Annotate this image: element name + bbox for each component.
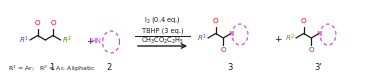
Text: O: O [308,48,314,54]
Text: $R^2$: $R^2$ [62,34,72,46]
Text: 3’: 3’ [314,63,322,72]
Text: CH$_3$CO$_2$C$_2$H$_5$: CH$_3$CO$_2$C$_2$H$_5$ [141,36,184,46]
Text: 3: 3 [227,63,233,72]
Text: 2: 2 [106,63,112,72]
Text: N: N [228,30,234,37]
Text: HN: HN [90,38,101,44]
Text: +: + [274,35,282,45]
Text: R$^1$ = Ar;   R$^2$ = Ar, Aliphatic: R$^1$ = Ar; R$^2$ = Ar, Aliphatic [8,64,96,74]
Text: O: O [213,18,218,24]
Text: O: O [220,48,226,54]
Text: $R^2$: $R^2$ [285,32,295,44]
Text: TBHP (3 eq.): TBHP (3 eq.) [142,28,183,34]
Text: O: O [50,20,56,26]
Text: N: N [316,30,322,37]
Text: $R^1$: $R^1$ [197,32,207,44]
Text: 1: 1 [50,63,55,72]
Text: O: O [301,18,307,24]
Text: +: + [86,37,94,45]
Text: O: O [35,20,40,26]
Text: I$_2$ (0.4 eq.): I$_2$ (0.4 eq.) [144,15,181,25]
Text: $R^1$: $R^1$ [19,34,29,46]
